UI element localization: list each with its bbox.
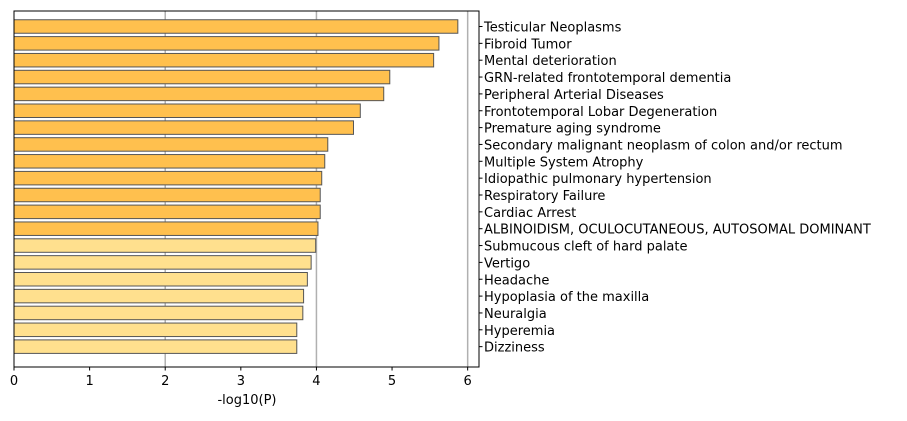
x-tick-label: 3 xyxy=(237,374,245,389)
bar xyxy=(13,221,319,236)
bar xyxy=(13,288,305,304)
bar xyxy=(13,339,298,354)
x-tick-label: 5 xyxy=(388,374,396,389)
category-label: Hypoplasia of the maxilla xyxy=(484,290,649,305)
x-tick-label: 1 xyxy=(85,374,93,389)
x-tick-label: 4 xyxy=(312,374,320,389)
bar xyxy=(13,120,354,135)
x-tick-label: 6 xyxy=(464,374,472,389)
category-label: Testicular Neoplasms xyxy=(483,21,622,36)
bar xyxy=(13,255,312,270)
category-label: Peripheral Arterial Diseases xyxy=(484,88,664,103)
category-label: Respiratory Failure xyxy=(484,189,605,204)
category-label: Secondary malignant neoplasm of colon an… xyxy=(484,138,843,153)
x-axis-ticks: 0 1 2 3 4 5 6 xyxy=(10,367,472,389)
bar xyxy=(13,69,391,85)
bar xyxy=(13,238,317,253)
bar xyxy=(13,36,440,51)
category-label: Cardiac Arrest xyxy=(484,206,576,221)
bar xyxy=(13,154,326,169)
plot-frame xyxy=(13,10,480,368)
category-label: Mental deterioration xyxy=(484,54,617,69)
bar xyxy=(13,103,361,118)
bars xyxy=(13,19,459,354)
category-label: Vertigo xyxy=(484,256,530,271)
bar xyxy=(13,137,329,152)
bar xyxy=(13,187,321,203)
category-label: Idiopathic pulmonary hypertension xyxy=(484,172,712,187)
category-label: ALBINOIDISM, OCULOCUTANEOUS, AUTOSOMAL D… xyxy=(484,223,871,238)
bar xyxy=(13,86,385,102)
bar xyxy=(13,204,321,220)
category-label: Premature aging syndrome xyxy=(484,122,661,137)
bar xyxy=(13,305,304,321)
category-label: Frontotemporal Lobar Degeneration xyxy=(484,105,717,120)
bar xyxy=(13,272,308,287)
category-label: Multiple System Atrophy xyxy=(484,155,644,170)
category-label: Dizziness xyxy=(484,341,545,356)
bar xyxy=(13,322,298,338)
x-tick-label: 2 xyxy=(161,374,169,389)
bar xyxy=(13,52,435,68)
category-label: GRN-related frontotemporal dementia xyxy=(484,71,731,86)
x-tick-label: 0 xyxy=(10,374,18,389)
bar xyxy=(13,170,323,186)
x-axis-label: -log10(P) xyxy=(217,393,276,408)
category-label: Neuralgia xyxy=(484,307,547,322)
category-label: Hyperemia xyxy=(484,324,555,339)
category-label: Fibroid Tumor xyxy=(484,37,572,52)
category-label: Submucous cleft of hard palate xyxy=(484,240,688,255)
category-label: Headache xyxy=(484,273,549,288)
bar xyxy=(13,19,459,34)
